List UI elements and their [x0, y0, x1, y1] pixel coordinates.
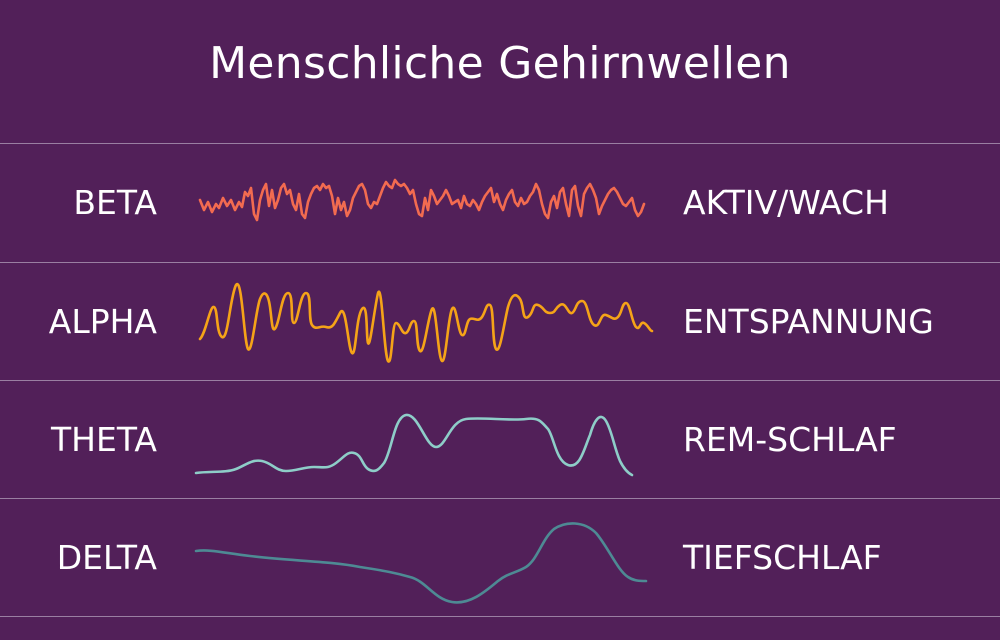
band-label-delta: DELTA: [56, 538, 157, 577]
wave-theta-line: [194, 413, 634, 477]
band-label-theta: THETA: [51, 420, 157, 459]
state-label-alpha: ENTSPANNUNG: [683, 302, 934, 341]
row-alpha: ALPHA ENTSPANNUNG: [0, 263, 1000, 381]
wave-delta: [194, 522, 648, 604]
wave-beta: [198, 178, 646, 222]
state-label-theta: REM-SCHLAF: [683, 420, 897, 459]
divider-bottom: [0, 616, 1000, 617]
band-label-beta: BETA: [73, 183, 157, 222]
row-beta: BETA AKTIV/WACH: [0, 144, 1000, 262]
wave-alpha: [198, 282, 654, 363]
wave-delta-line: [194, 522, 648, 604]
wave-theta: [194, 413, 634, 477]
divider-3: [0, 498, 1000, 499]
divider-top: [0, 143, 1000, 144]
divider-1: [0, 262, 1000, 263]
state-label-beta: AKTIV/WACH: [683, 183, 889, 222]
diagram-title: Menschliche Gehirnwellen: [209, 38, 791, 89]
wave-alpha-line: [198, 282, 654, 363]
state-label-delta: TIEFSCHLAF: [683, 538, 882, 577]
divider-2: [0, 380, 1000, 381]
band-label-alpha: ALPHA: [48, 302, 157, 341]
wave-beta-line: [198, 178, 646, 222]
row-delta: DELTA TIEFSCHLAF: [0, 499, 1000, 617]
row-theta: THETA REM-SCHLAF: [0, 381, 1000, 499]
